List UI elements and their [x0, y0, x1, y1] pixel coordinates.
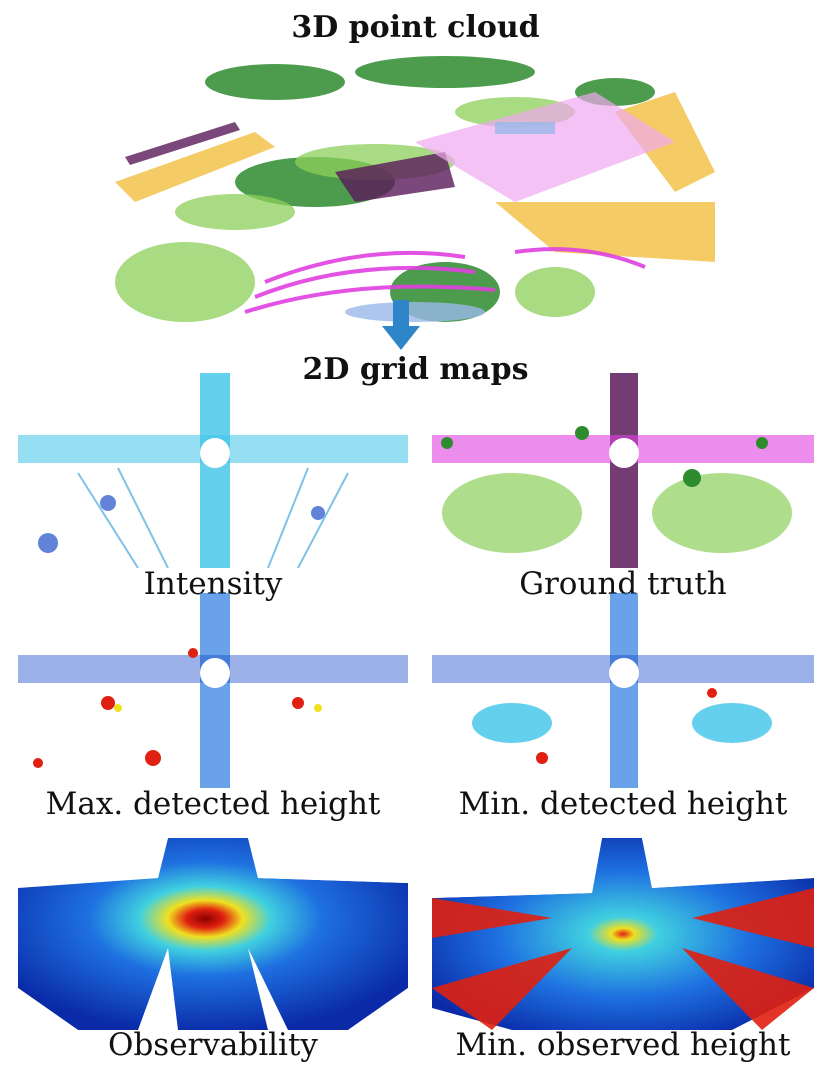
point-cloud-title: 3D point cloud	[291, 10, 540, 45]
intensity-map	[18, 373, 408, 568]
max-detected-height-map	[18, 593, 408, 788]
point-cloud-image	[115, 52, 715, 327]
observability-map	[18, 838, 408, 1030]
min-detected-height-label: Min. detected height	[458, 786, 788, 822]
grid-maps-title: 2D grid maps	[302, 352, 529, 387]
min-observed-height-map	[432, 838, 814, 1030]
min-detected-height-map	[432, 593, 814, 788]
observability-label: Observability	[108, 1027, 318, 1063]
ground-truth-map	[432, 373, 814, 568]
max-detected-height-label: Max. detected height	[45, 786, 381, 822]
down-arrow-icon	[382, 300, 420, 350]
min-observed-height-label: Min. observed height	[455, 1027, 791, 1063]
